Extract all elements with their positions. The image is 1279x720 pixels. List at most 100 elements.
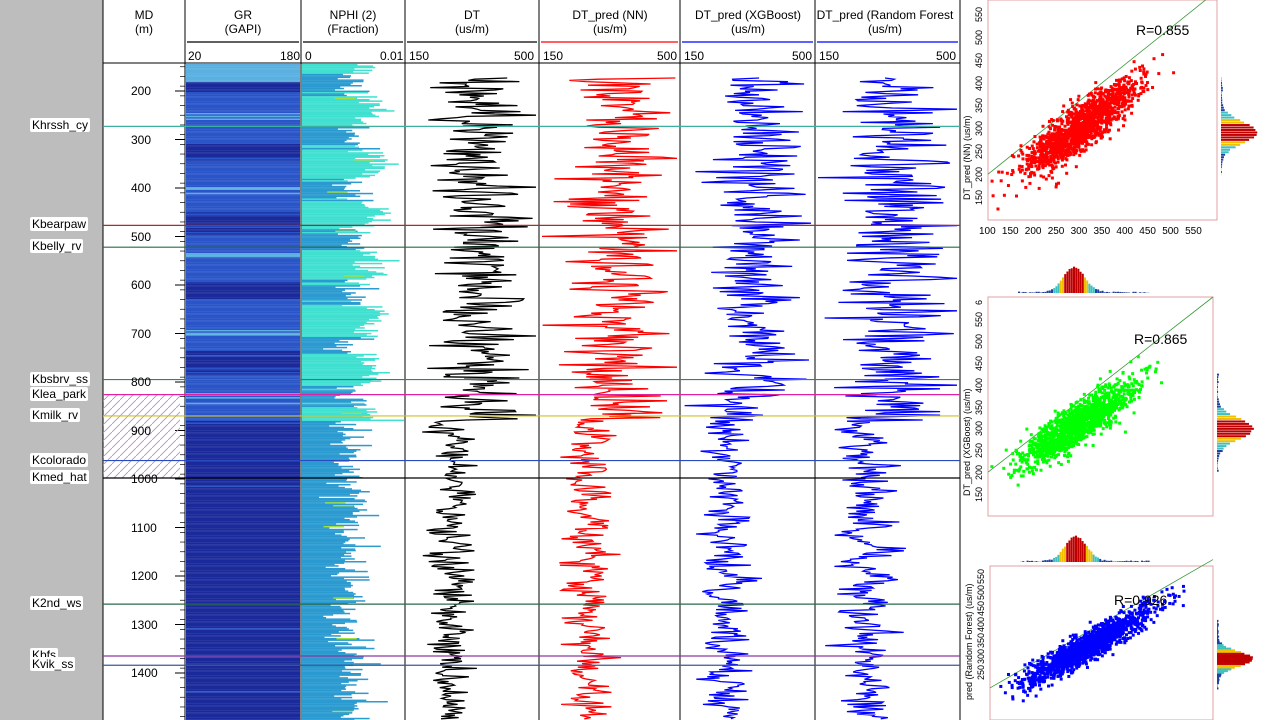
gr-bar (186, 411, 300, 413)
gr-bar (186, 149, 300, 151)
nphi-bar (302, 502, 341, 504)
gr-bar (186, 222, 300, 224)
nphi-bar (302, 636, 325, 639)
nphi-bar (302, 605, 341, 608)
hist-bar (1217, 403, 1220, 406)
scatter-point (1093, 417, 1097, 421)
gr-bar (186, 492, 300, 494)
nphi-bar (302, 703, 355, 706)
gr-bar (186, 408, 300, 410)
gr-bar (186, 328, 300, 331)
scatter-point (1044, 449, 1048, 453)
scatter-point (1103, 384, 1107, 388)
nphi-bar (302, 96, 378, 98)
gr-bar (186, 435, 300, 437)
scatter-point (1075, 118, 1079, 122)
scatter-point (1098, 377, 1102, 381)
nphi-bar (302, 619, 357, 622)
scatter-point (1053, 147, 1057, 151)
scatter-point (1031, 680, 1035, 684)
scatter-point (1093, 95, 1097, 99)
nphi-bar (302, 139, 347, 142)
gr-bar (186, 268, 300, 270)
scatter-point (1143, 625, 1147, 629)
scatter-point (1132, 82, 1136, 86)
nphi-bar (302, 247, 365, 249)
scatter-point (1011, 458, 1015, 462)
nphi-bar (302, 652, 346, 654)
gr-bar (186, 502, 300, 504)
scatter-point (1044, 153, 1048, 157)
scatter-point (1032, 155, 1036, 159)
scatter-point (1043, 427, 1047, 431)
gr-bar (186, 691, 300, 693)
gr-bar (186, 79, 300, 81)
scatter-point (1073, 118, 1077, 122)
nphi-bar (302, 507, 358, 510)
nphi-bar (302, 475, 360, 478)
scatter-point (1108, 105, 1112, 109)
gr-bar (186, 628, 300, 630)
scatter-point (1059, 418, 1063, 422)
scatter-point (1061, 444, 1065, 448)
scatter-point (1021, 684, 1025, 688)
scatter-point (1066, 413, 1070, 417)
gr-bar (186, 369, 300, 371)
scatter-point (1052, 157, 1056, 161)
scatter-point (1100, 117, 1104, 121)
scatter-point (1051, 426, 1055, 430)
scatter-point (1077, 118, 1081, 122)
nphi-bar (302, 499, 365, 501)
scatter-point (1021, 152, 1025, 156)
nphi-bar (302, 372, 390, 374)
gr-bar (186, 170, 300, 172)
gr-bar (186, 572, 300, 574)
scatter-point (1048, 439, 1052, 443)
scatter-point (1070, 140, 1074, 144)
nphi-bar (302, 282, 360, 284)
gr-bar (186, 591, 300, 594)
scatter-point (1145, 368, 1149, 372)
scatter-point (1042, 154, 1046, 158)
gr-bar (186, 297, 300, 300)
gr-bar (186, 645, 300, 647)
scatter-point (1057, 131, 1061, 135)
scatter-point (1096, 658, 1100, 662)
gr-bar (186, 671, 300, 674)
gr-bar (186, 160, 300, 163)
nphi-bar (302, 514, 380, 517)
scatter-point (1054, 125, 1058, 129)
gr-bar (186, 596, 300, 598)
scatter-point (1060, 128, 1064, 132)
gr-bar (186, 281, 300, 283)
scatter-point (1112, 395, 1116, 399)
nphi-bar (302, 660, 345, 662)
nphi-bar (302, 717, 370, 720)
nphi-bar (302, 194, 356, 196)
nphi-bar (302, 496, 320, 499)
gr-bar (186, 122, 300, 125)
scatter-point (1050, 164, 1054, 168)
nphi-bar (302, 659, 352, 661)
scatter-point (1114, 94, 1118, 98)
scatter-point (1062, 128, 1066, 132)
nphi-bar (327, 191, 348, 193)
scatter-point (1048, 432, 1052, 436)
scatter-point (1049, 160, 1053, 164)
scatter-point (1108, 405, 1112, 409)
scatter-point (1085, 123, 1089, 127)
gr-bar (186, 659, 300, 661)
scatter-point (1052, 676, 1056, 680)
scatter-point (1096, 87, 1100, 91)
gr-bar (186, 612, 300, 615)
scatter-point (1127, 620, 1131, 624)
scatter-point (1069, 98, 1073, 102)
scatter-point (1051, 119, 1055, 123)
scatter-point (1058, 669, 1062, 673)
scatter-point (1156, 360, 1160, 364)
scatter-point (1051, 123, 1055, 127)
nphi-bar (302, 131, 347, 133)
scatter-point (1100, 112, 1104, 116)
nphi-bar (302, 218, 374, 220)
gr-bar (186, 708, 300, 710)
